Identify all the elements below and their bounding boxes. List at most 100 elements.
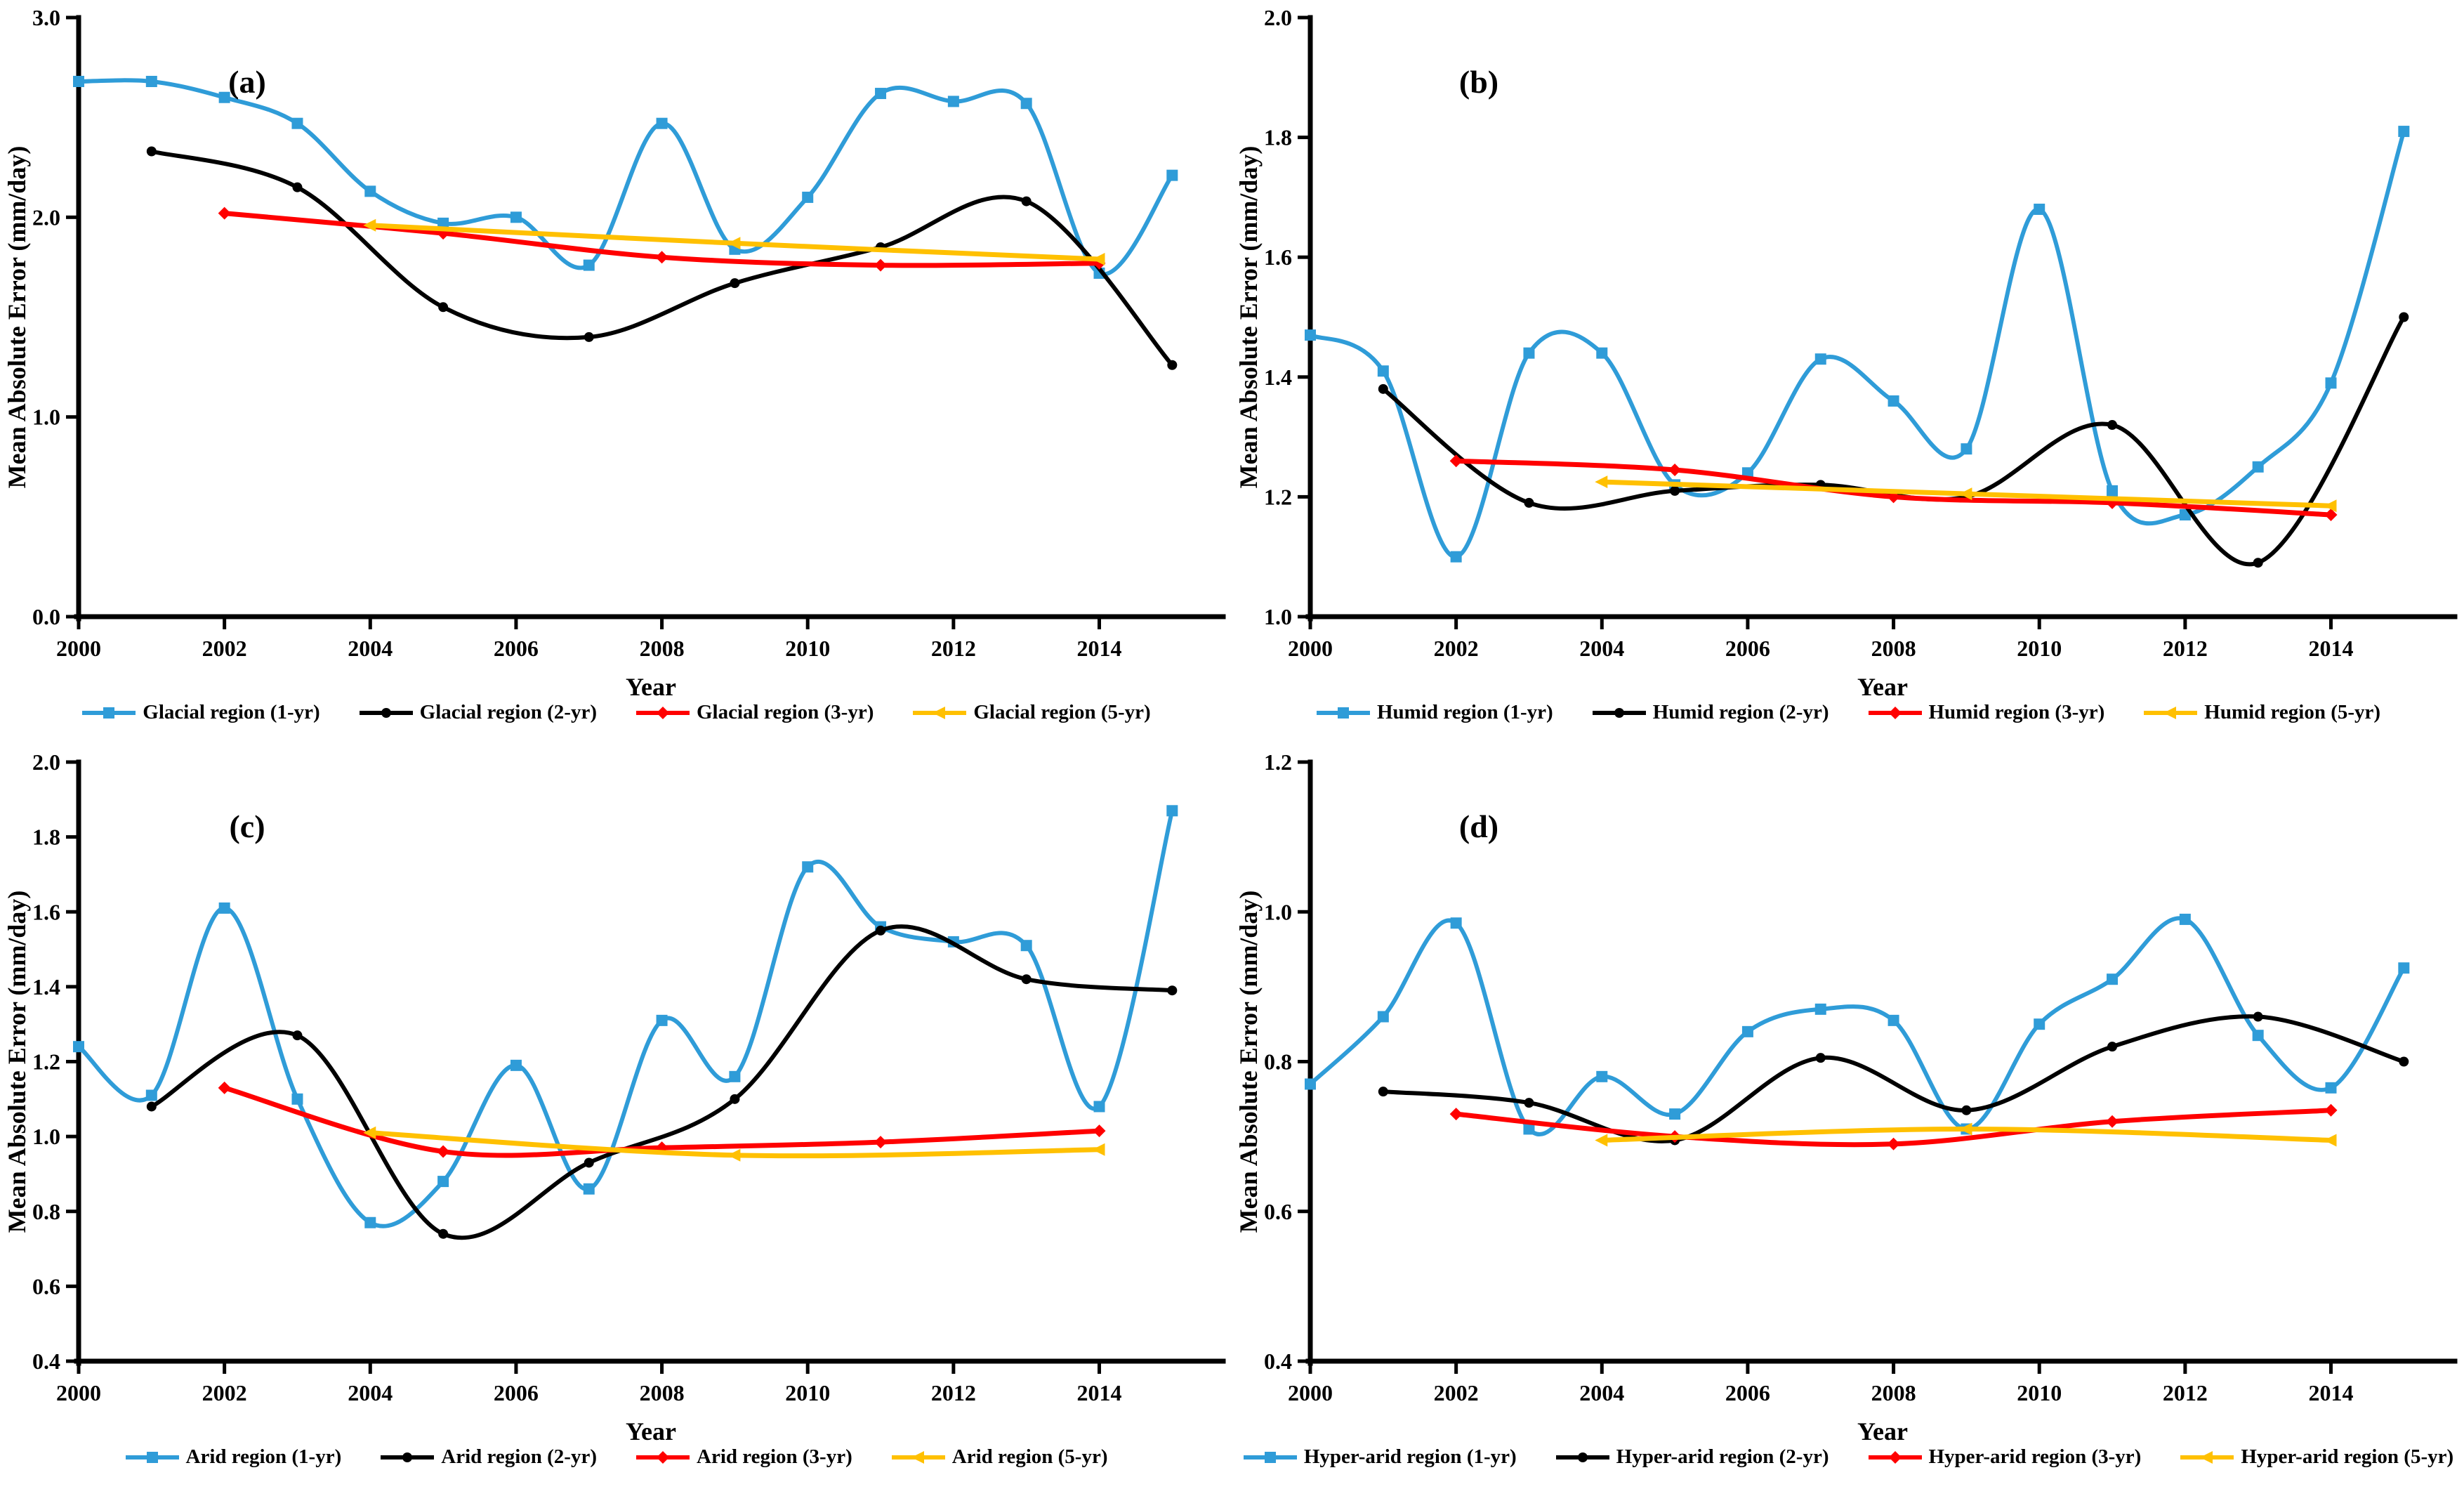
x-tick-label: 2006 — [494, 1380, 539, 1405]
square-legend-marker-icon — [1243, 1451, 1297, 1463]
diamond-legend-marker-icon — [636, 1450, 690, 1464]
axes — [1305, 759, 2458, 1366]
panel-d: 0.4 0.6 0.8 1.0 1.2 2000 2002 2004 2006 2008 2010 2… — [1232, 744, 2464, 1489]
y-tick-label: 0.6 — [1264, 1199, 1292, 1224]
legend-item-arid-region-3-yr: Arid region (3-yr) — [635, 1445, 852, 1469]
series-humid-region-5-yr — [1595, 475, 2337, 513]
series-arid-region-1-yr — [73, 805, 1178, 1228]
x-axis-title: Year — [626, 673, 676, 701]
y-tick-label: 2.0 — [32, 204, 60, 230]
legend-item-humid-region-2-yr: Humid region (2-yr) — [1591, 701, 1829, 724]
x-tick-label: 2002 — [202, 636, 247, 661]
y-tick-label: 1.8 — [1264, 125, 1292, 150]
square-marker-glyph — [146, 1451, 158, 1463]
y-tick-label: 1.4 — [32, 974, 60, 999]
data-point-glacial-region-2-yr — [292, 182, 303, 192]
legend-d: Hyper-arid region (1-yr) Hyper-arid regio… — [1232, 1445, 2464, 1469]
legend-item-arid-region-5-yr: Arid region (5-yr) — [890, 1445, 1108, 1469]
data-point-humid-region-1-yr — [2398, 126, 2410, 138]
circle-legend-marker-icon — [359, 707, 413, 718]
circle-marker-glyph — [1577, 1452, 1588, 1462]
x-tick-label: 2000 — [56, 1380, 101, 1405]
x-tick-label: 2002 — [1434, 636, 1479, 661]
data-point-hyper-arid-region-2-yr — [1524, 1098, 1534, 1108]
data-point-glacial-region-3-yr — [218, 206, 231, 220]
x-tick-label: 2014 — [1077, 636, 1122, 661]
legend-item-humid-region-1-yr: Humid region (1-yr) — [1315, 701, 1553, 724]
data-point-humid-region-1-yr — [2107, 485, 2119, 497]
panel-letter: (c) — [229, 808, 265, 844]
data-point-arid-region-1-yr — [1093, 1101, 1105, 1113]
panel-letter: (d) — [1459, 808, 1498, 844]
legend-c: Arid region (1-yr) Arid region (2-yr) Arid… — [0, 1445, 1232, 1469]
diamond-marker-glyph — [1888, 706, 1902, 719]
data-point-hyper-arid-region-5-yr — [1959, 1122, 1972, 1136]
legend-label: Arid region (2-yr) — [441, 1445, 597, 1468]
y-tick-group: 1.0 1.2 1.4 1.6 1.8 2.0 — [1264, 5, 1308, 629]
legend-label: Hyper-arid region (5-yr) — [2241, 1445, 2454, 1468]
circle-marker-glyph — [381, 707, 391, 718]
data-point-hyper-arid-region-2-yr — [1378, 1087, 1388, 1097]
axes — [74, 15, 1226, 622]
y-tick-label: 3.0 — [32, 5, 60, 30]
data-point-hyper-arid-region-2-yr — [2399, 1056, 2409, 1067]
series-hyper-arid-region-5-yr — [1595, 1122, 2337, 1147]
x-tick-label: 2002 — [202, 1380, 247, 1405]
legend-label: Glacial region (5-yr) — [973, 701, 1151, 723]
triangle-left-legend-marker-icon — [913, 706, 967, 719]
data-point-hyper-arid-region-2-yr — [1961, 1105, 1972, 1115]
diamond-legend-marker-icon — [1868, 1450, 1922, 1464]
legend-item-hyper-arid-region-5-yr: Hyper-arid region (5-yr) — [2179, 1445, 2453, 1469]
data-point-hyper-arid-region-1-yr — [1887, 1014, 1899, 1026]
y-tick-label: 1.0 — [1264, 899, 1292, 924]
data-point-humid-region-3-yr — [1449, 454, 1463, 468]
data-point-arid-region-1-yr — [218, 902, 230, 914]
y-tick-label: 1.0 — [32, 1124, 60, 1149]
y-tick-label: 1.4 — [1264, 365, 1292, 390]
y-tick-label: 0.8 — [1264, 1049, 1292, 1075]
data-point-humid-region-1-yr — [1523, 347, 1535, 359]
data-point-hyper-arid-region-1-yr — [1596, 1070, 1608, 1082]
panel-a: 0.0 1.0 2.0 3.0 2000 2002 2004 2006 2008 2010 2012… — [0, 0, 1232, 744]
data-point-humid-region-5-yr — [1595, 475, 1608, 489]
data-point-arid-region-3-yr — [1093, 1124, 1106, 1138]
circle-marker-glyph — [1614, 707, 1624, 718]
x-axis-title: Year — [1857, 673, 1908, 701]
x-tick-group: 2000 2002 2004 2006 2008 2010 2012 2014 — [1288, 1363, 2354, 1405]
series-glacial-region-2-yr — [146, 146, 1178, 370]
legend-label: Hyper-arid region (1-yr) — [1303, 1445, 1517, 1468]
series-line-humid-region-2-yr — [1381, 315, 2406, 567]
square-marker-glyph — [103, 707, 115, 719]
data-point-glacial-region-1-yr — [437, 217, 449, 229]
data-point-arid-region-5-yr — [727, 1148, 741, 1162]
series-line-arid-region-2-yr — [149, 924, 1175, 1240]
circle-legend-marker-icon — [381, 1452, 435, 1462]
square-marker-glyph — [1264, 1451, 1276, 1463]
data-point-humid-region-2-yr — [1670, 485, 1680, 496]
series-line-hyper-arid-region-1-yr — [1308, 916, 2406, 1136]
y-axis-title: Mean Absolute Error (mm/day) — [1234, 891, 1263, 1233]
axes — [1305, 15, 2458, 622]
data-point-hyper-arid-region-1-yr — [1814, 1003, 1826, 1015]
data-point-glacial-region-1-yr — [218, 91, 230, 103]
data-point-hyper-arid-region-1-yr — [1669, 1108, 1681, 1120]
data-point-hyper-arid-region-3-yr — [1887, 1137, 1900, 1150]
y-tick-label: 1.6 — [1264, 244, 1292, 270]
y-tick-label: 1.2 — [32, 1049, 60, 1075]
data-point-hyper-arid-region-5-yr — [1595, 1134, 1608, 1147]
data-point-humid-region-1-yr — [1814, 353, 1826, 365]
legend-label: Humid region (3-yr) — [1928, 701, 2105, 723]
y-tick-label: 0.4 — [1264, 1349, 1292, 1374]
series-hyper-arid-region-1-yr — [1305, 913, 2410, 1136]
x-tick-label: 2006 — [1725, 1380, 1770, 1405]
data-point-arid-region-1-yr — [1020, 940, 1032, 952]
x-tick-label: 2008 — [640, 636, 685, 661]
legend-label: Humid region (2-yr) — [1652, 701, 1829, 723]
x-tick-label: 2012 — [2163, 1380, 2208, 1405]
data-point-hyper-arid-region-1-yr — [2252, 1030, 2264, 1042]
data-point-hyper-arid-region-3-yr — [1449, 1108, 1463, 1121]
diamond-marker-glyph — [1888, 1450, 1902, 1464]
x-tick-label: 2010 — [785, 1380, 830, 1405]
